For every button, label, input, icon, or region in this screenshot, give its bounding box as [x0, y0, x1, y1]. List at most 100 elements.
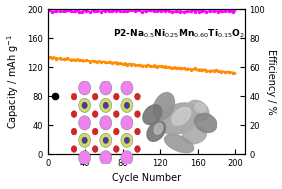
Point — [193, 67, 197, 70]
Point — [174, 67, 179, 70]
Point — [91, 60, 96, 63]
Point — [204, 10, 208, 13]
Circle shape — [103, 102, 108, 108]
Circle shape — [100, 81, 112, 95]
Point — [212, 70, 216, 73]
Circle shape — [71, 146, 77, 152]
Point — [69, 58, 73, 61]
Point — [189, 10, 193, 13]
Point — [99, 61, 103, 64]
Point — [181, 67, 186, 70]
Circle shape — [135, 93, 140, 100]
Circle shape — [135, 111, 140, 117]
Point — [125, 10, 130, 13]
Point — [148, 9, 152, 12]
Point — [226, 71, 231, 74]
Point — [65, 9, 70, 12]
Ellipse shape — [159, 103, 199, 134]
Point — [189, 68, 193, 71]
Point — [163, 65, 167, 68]
Circle shape — [113, 146, 119, 152]
Point — [80, 10, 85, 13]
Point — [129, 9, 133, 12]
Point — [110, 10, 115, 13]
Point — [181, 10, 186, 13]
Point — [140, 10, 145, 13]
Circle shape — [92, 128, 98, 135]
Circle shape — [113, 93, 119, 100]
Point — [122, 62, 126, 65]
Point — [223, 71, 227, 74]
Ellipse shape — [153, 93, 175, 120]
Point — [50, 57, 55, 60]
Point — [148, 64, 152, 67]
Ellipse shape — [143, 105, 162, 124]
Point — [170, 67, 175, 70]
Circle shape — [135, 146, 140, 152]
Circle shape — [121, 133, 133, 147]
Circle shape — [100, 116, 112, 130]
Point — [72, 59, 77, 62]
Circle shape — [121, 151, 133, 165]
Point — [61, 9, 66, 12]
Point — [230, 11, 235, 14]
Point — [133, 10, 137, 13]
Circle shape — [124, 102, 130, 108]
Point — [125, 63, 130, 66]
Ellipse shape — [165, 135, 193, 153]
Ellipse shape — [187, 100, 209, 120]
Point — [212, 9, 216, 12]
Point — [58, 57, 62, 60]
Point — [133, 64, 137, 67]
Circle shape — [71, 93, 77, 100]
Point — [219, 10, 224, 13]
Point — [159, 65, 164, 68]
Point — [200, 9, 205, 12]
Y-axis label: Efficiency / %: Efficiency / % — [266, 49, 276, 114]
Point — [76, 59, 81, 62]
Point — [166, 9, 171, 12]
Point — [215, 70, 220, 73]
Ellipse shape — [182, 127, 206, 144]
Point — [106, 10, 111, 13]
Point — [223, 10, 227, 13]
Point — [88, 60, 92, 63]
Point — [72, 9, 77, 12]
Circle shape — [71, 128, 77, 135]
Circle shape — [100, 133, 112, 147]
Text: P2-Na$_{0.5}$Ni$_{0.25}$Mn$_{0.60}$Ti$_{0.15}$O$_2$: P2-Na$_{0.5}$Ni$_{0.25}$Mn$_{0.60}$Ti$_{… — [113, 28, 244, 40]
Point — [54, 57, 58, 60]
Circle shape — [113, 128, 119, 135]
Point — [155, 10, 160, 13]
Point — [163, 10, 167, 13]
Point — [178, 10, 182, 13]
Ellipse shape — [172, 107, 191, 125]
Point — [61, 58, 66, 61]
Point — [84, 59, 88, 62]
Point — [58, 9, 62, 12]
Circle shape — [100, 151, 112, 165]
Circle shape — [124, 137, 130, 143]
Point — [76, 11, 81, 14]
Point — [185, 67, 190, 70]
Circle shape — [135, 128, 140, 135]
Point — [106, 60, 111, 64]
Point — [80, 59, 85, 62]
Circle shape — [79, 98, 91, 112]
Circle shape — [92, 146, 98, 152]
Point — [140, 65, 145, 68]
Circle shape — [82, 137, 87, 143]
Circle shape — [100, 98, 112, 112]
Circle shape — [103, 137, 108, 143]
Point — [99, 11, 103, 14]
Circle shape — [79, 116, 91, 130]
Point — [103, 61, 107, 64]
Point — [197, 10, 201, 13]
Point — [151, 65, 156, 68]
Point — [69, 10, 73, 13]
Point — [103, 10, 107, 13]
Ellipse shape — [195, 113, 217, 132]
Circle shape — [121, 98, 133, 112]
Point — [144, 9, 148, 12]
Point — [230, 72, 235, 75]
